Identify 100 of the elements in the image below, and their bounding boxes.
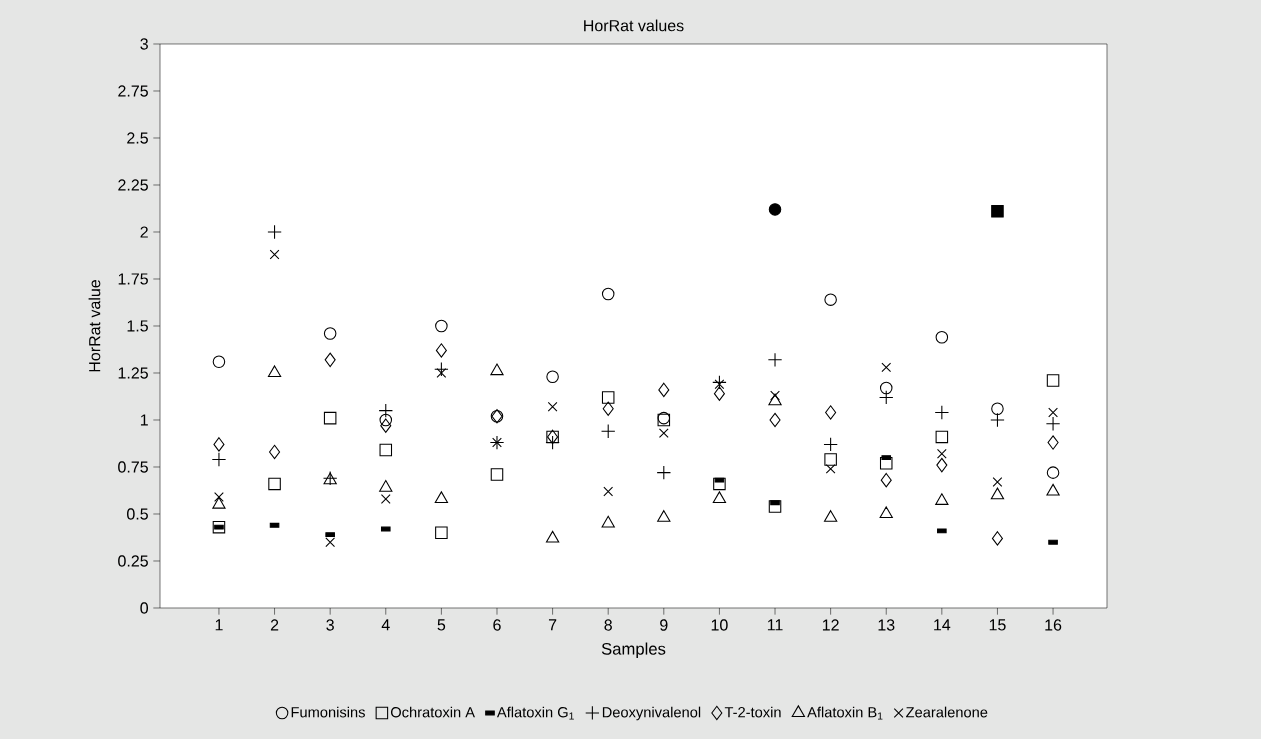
point <box>490 468 504 481</box>
point <box>1046 483 1060 496</box>
point <box>990 487 1005 500</box>
y-tick-label: 0.5 <box>127 508 148 520</box>
point <box>879 381 893 395</box>
point <box>881 362 892 373</box>
point <box>713 477 726 491</box>
point <box>267 365 282 378</box>
point <box>214 492 224 502</box>
x-tick-label: 2 <box>270 619 279 631</box>
point <box>379 443 393 457</box>
point <box>1047 435 1059 450</box>
point <box>935 493 949 505</box>
y-tick-label: 2 <box>140 226 148 238</box>
y-tick-label: 0 <box>140 602 149 614</box>
y-tick-label: 2.5 <box>127 132 148 144</box>
point <box>211 452 227 467</box>
legend-label: Aflatoxin B$_{1}$ <box>807 706 883 720</box>
point <box>1048 407 1058 418</box>
point <box>545 530 560 543</box>
x-tick-label: 9 <box>660 619 668 631</box>
point <box>935 331 949 344</box>
point <box>934 405 950 420</box>
y-tick-label: 0.75 <box>118 461 148 473</box>
y-tick-label: 1.75 <box>118 273 148 285</box>
legend-label: Deoxynivalenol <box>602 706 701 721</box>
x-tick-label: 7 <box>548 619 557 631</box>
point <box>879 506 893 519</box>
point <box>212 496 226 509</box>
x-tick-label: 13 <box>878 619 895 631</box>
point <box>1045 416 1061 431</box>
point <box>601 515 615 528</box>
point <box>212 355 226 368</box>
legend-label: T-2-toxin <box>724 706 781 718</box>
point <box>769 412 781 428</box>
point <box>879 456 893 470</box>
y-tick-label: 1.5 <box>127 320 148 332</box>
point <box>768 203 782 216</box>
point <box>379 413 393 427</box>
legend-label: Zearalenone <box>906 706 988 718</box>
point <box>268 477 281 491</box>
point <box>546 370 559 384</box>
point <box>770 390 780 401</box>
point <box>936 448 947 459</box>
point <box>601 391 615 404</box>
y-tick-label: 2.75 <box>118 85 148 97</box>
x-tick-label: 12 <box>822 619 839 631</box>
point <box>269 444 281 460</box>
legend-label: Ochratoxin A <box>390 706 475 718</box>
chart-title: HorRat values <box>584 19 684 32</box>
point <box>212 520 226 534</box>
point <box>379 480 393 492</box>
point <box>823 437 838 452</box>
point <box>323 327 337 340</box>
x-tick-label: 8 <box>604 619 612 631</box>
point <box>825 405 837 420</box>
point <box>1046 374 1060 387</box>
legend-label: Aflatoxin G$_{1}$ <box>496 706 574 720</box>
point <box>269 249 280 260</box>
x-tick-label: 15 <box>989 619 1006 631</box>
point <box>324 352 336 368</box>
point <box>825 463 836 474</box>
point <box>434 491 449 504</box>
point <box>658 428 669 439</box>
point <box>823 510 838 522</box>
x-tick-label: 10 <box>711 619 728 631</box>
point <box>824 293 837 306</box>
x-tick-label: 11 <box>767 619 783 631</box>
x-tick-label: 5 <box>437 619 446 631</box>
point <box>936 457 948 473</box>
point <box>991 402 1004 415</box>
point <box>657 510 671 522</box>
point <box>323 411 337 425</box>
point <box>1046 466 1060 479</box>
point <box>603 486 614 497</box>
y-tick-label: 0.25 <box>118 555 148 567</box>
point <box>436 368 447 378</box>
x-tick-label: 14 <box>934 619 951 631</box>
point <box>658 382 670 398</box>
y-axis-title: HorRat value <box>88 280 101 372</box>
y-tick-label: 1 <box>140 414 148 426</box>
point <box>435 319 448 333</box>
point <box>990 412 1005 428</box>
x-tick-label: 6 <box>493 619 501 631</box>
y-tick-label: 1.25 <box>118 367 148 379</box>
point <box>712 491 727 504</box>
legend-label: Fumonisins <box>291 706 365 718</box>
point <box>435 526 448 540</box>
x-tick-label: 16 <box>1045 619 1062 631</box>
point <box>879 390 894 405</box>
point <box>435 343 447 358</box>
point <box>490 363 504 376</box>
point <box>267 224 282 240</box>
x-tick-label: 3 <box>326 619 334 631</box>
point <box>547 401 558 412</box>
point <box>992 477 1003 487</box>
x-tick-label: 1 <box>215 619 223 631</box>
y-tick-label: 3 <box>140 38 148 50</box>
x-axis-title: Samples <box>601 642 666 659</box>
point <box>434 362 449 377</box>
